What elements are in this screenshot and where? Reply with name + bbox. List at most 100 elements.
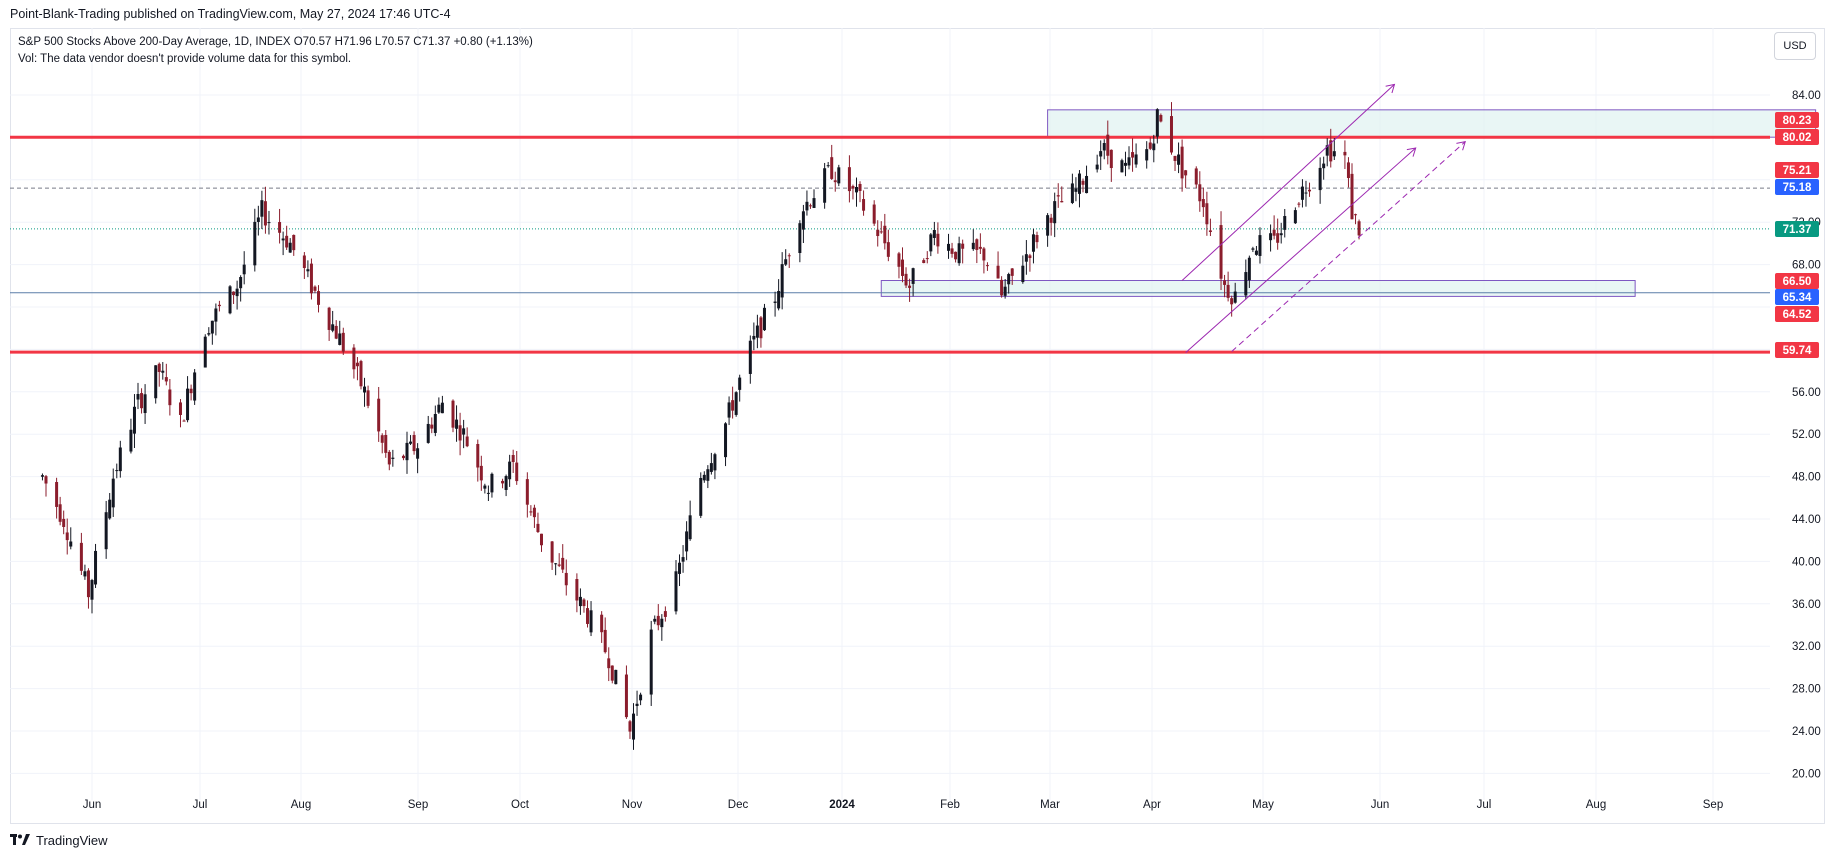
candle — [1308, 182, 1312, 197]
candle — [798, 220, 802, 263]
currency-button[interactable]: USD — [1774, 32, 1816, 60]
candle-body — [1293, 210, 1297, 224]
price-tag-bg — [1775, 112, 1819, 128]
candle — [486, 485, 490, 501]
candle-body — [285, 235, 289, 248]
candle — [391, 449, 395, 467]
price-tag-text: 66.50 — [1783, 276, 1812, 288]
candle — [603, 617, 607, 654]
candle — [207, 327, 211, 337]
candle-body — [437, 404, 441, 413]
candle — [479, 455, 483, 491]
x-tick-label: Dec — [728, 799, 749, 811]
candle — [932, 221, 936, 246]
candle — [405, 431, 409, 474]
candle-body — [901, 259, 904, 276]
price-tag-59-74: 59.74 — [1775, 342, 1819, 358]
candle — [1127, 146, 1131, 170]
candle-body — [798, 223, 802, 253]
candle — [1053, 192, 1057, 238]
candle — [83, 564, 87, 580]
candle-body — [355, 362, 359, 367]
price-tag-65-34: 65.34 — [1775, 289, 1819, 305]
candle — [203, 334, 207, 368]
candle — [833, 171, 837, 192]
candle-body — [561, 557, 565, 570]
candle-body — [656, 615, 660, 626]
candle — [154, 365, 158, 404]
channel-arrowhead-2 — [1406, 147, 1417, 157]
candle — [1283, 208, 1287, 238]
candle — [755, 314, 759, 349]
candle-body — [947, 243, 951, 251]
candle — [409, 435, 413, 446]
candle — [1346, 157, 1350, 188]
grid — [10, 28, 1770, 800]
candle — [1180, 139, 1184, 192]
candle — [731, 386, 735, 419]
candle — [1056, 183, 1060, 208]
x-tick-label: May — [1252, 799, 1274, 811]
candle — [334, 320, 338, 340]
candle — [628, 719, 632, 739]
candle-body — [1102, 143, 1106, 151]
candle — [653, 615, 657, 625]
candle-body — [380, 435, 384, 443]
candle — [847, 155, 851, 203]
candle — [55, 477, 59, 519]
candle — [327, 306, 331, 341]
candle-body — [278, 222, 282, 233]
x-tick-label: Sep — [1703, 799, 1723, 811]
candle-body — [263, 201, 267, 226]
candle-body — [111, 478, 115, 508]
candle-body — [1177, 154, 1181, 165]
candle-body — [1258, 235, 1262, 256]
candle — [706, 465, 710, 489]
candle — [465, 427, 469, 448]
candle-body — [253, 221, 257, 266]
candle-body — [391, 457, 395, 459]
candle-body — [490, 473, 494, 493]
candle — [1085, 165, 1089, 194]
candle — [787, 253, 791, 268]
candle-body — [104, 512, 108, 550]
candle — [539, 533, 543, 552]
candle-body — [876, 229, 880, 237]
candle — [118, 440, 122, 478]
candle — [115, 463, 119, 479]
candle-body — [239, 277, 243, 289]
candle-body — [256, 217, 260, 222]
candle-body — [897, 253, 901, 267]
candle — [554, 563, 558, 576]
candle — [253, 208, 257, 272]
candle-body — [1219, 225, 1223, 279]
candle-body — [1081, 180, 1085, 185]
x-tick-label: Jun — [1371, 799, 1390, 811]
chart-frame[interactable] — [10, 28, 1825, 824]
candle — [193, 369, 197, 405]
candle — [925, 251, 929, 264]
candle — [1028, 253, 1032, 272]
candle-body — [486, 492, 490, 494]
candle-body — [1000, 279, 1004, 296]
candle-body — [1350, 173, 1354, 220]
candle — [451, 399, 455, 433]
candle — [1297, 202, 1301, 208]
candle — [1173, 155, 1177, 171]
price-tag-text: 64.52 — [1783, 309, 1812, 321]
channel-arrowhead-3 — [1456, 140, 1466, 151]
candle-body — [476, 443, 480, 468]
candle-body — [235, 288, 239, 297]
candle — [1293, 207, 1297, 224]
price-tag-bg — [1775, 273, 1819, 289]
candle — [157, 362, 161, 387]
candle-body — [808, 205, 812, 207]
candle-body — [1106, 134, 1110, 156]
candle-body — [426, 423, 430, 443]
candle-body — [214, 308, 218, 322]
candle — [1194, 166, 1198, 189]
footer-brand[interactable]: TradingView — [10, 830, 108, 850]
candle-body — [978, 246, 982, 249]
candle-body — [281, 238, 285, 241]
